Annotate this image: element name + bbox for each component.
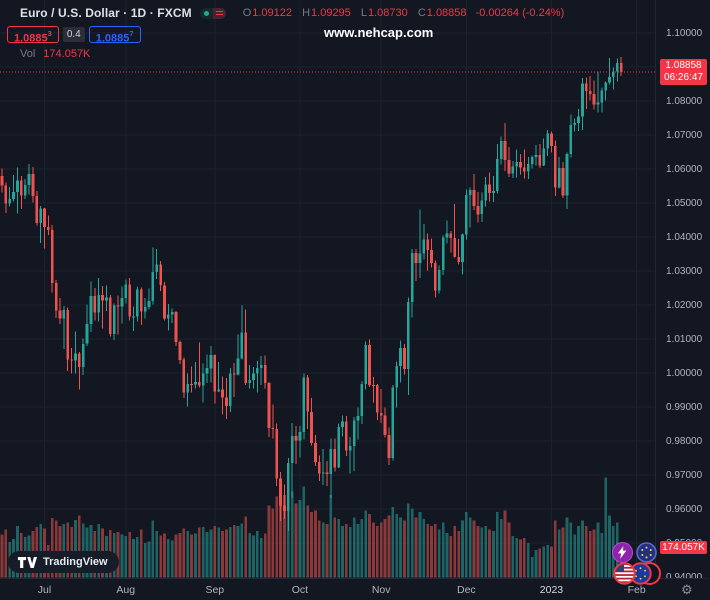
low-value: 1.08730 — [367, 7, 408, 19]
quick-menu-icon — [212, 7, 226, 19]
volume-axis-label: 174.057K — [660, 540, 707, 554]
price-tick: 1.01000 — [666, 333, 703, 345]
close-value: 1.08858 — [426, 7, 467, 19]
price-tick: 0.99000 — [666, 401, 703, 413]
time-tick: Sep — [205, 584, 225, 596]
market-status-indicator[interactable] — [199, 7, 226, 19]
time-tick: Aug — [116, 584, 136, 596]
price-tick: 1.05000 — [666, 197, 703, 209]
price-tick: 0.96000 — [666, 503, 703, 515]
ohlc-values: O1.09122 H1.09295 L1.08730 C1.08858 -0.0… — [236, 7, 565, 19]
gear-icon[interactable]: ⚙ — [681, 582, 693, 597]
close-label: C — [417, 7, 426, 19]
volume-value: 174.057K — [43, 48, 91, 60]
time-axis[interactable]: Jul Aug Sep Oct Nov Dec 2023 Feb ⚙ — [0, 578, 710, 600]
buy-price-button[interactable]: 1.08857 — [88, 26, 141, 45]
chart-header: Euro / U.S. Dollar · 1D · FXCM O1.09122 … — [7, 5, 565, 60]
price-tick: 1.00000 — [666, 367, 703, 379]
market-open-dot-icon — [199, 7, 213, 19]
tradingview-label: TradingView — [43, 556, 108, 568]
price-tick: 0.94000 — [666, 571, 703, 579]
time-tick: Dec — [456, 584, 476, 596]
us-flag-icon[interactable] — [613, 562, 636, 585]
open-label: O — [242, 7, 252, 19]
price-tick: 0.97000 — [666, 469, 703, 481]
time-tick: Jul — [37, 584, 52, 596]
sell-price-button[interactable]: 1.08853 — [7, 26, 59, 45]
eu-event-icon[interactable] — [636, 542, 657, 563]
price-tick: 1.07000 — [666, 129, 703, 141]
high-label: H — [302, 7, 311, 19]
low-label: L — [360, 7, 367, 19]
price-tick: 1.04000 — [666, 231, 703, 243]
price-axis[interactable]: 0.940000.950000.960000.970000.980000.990… — [655, 0, 710, 578]
time-tick: Nov — [371, 584, 391, 596]
price-tick: 1.08000 — [666, 95, 703, 107]
price-tick: 1.10000 — [666, 27, 703, 39]
price-tick: 1.02000 — [666, 299, 703, 311]
price-tick: 1.06000 — [666, 163, 703, 175]
last-price-value: 1.08858 — [665, 59, 702, 71]
spread-value: 0.4 — [62, 27, 85, 42]
change-value: -0.00264 (-0.24%) — [475, 7, 565, 19]
time-tick: Feb — [627, 584, 646, 596]
us-flag — [613, 562, 636, 585]
lightning-icon — [617, 546, 627, 559]
flash-event-icon[interactable] — [612, 542, 633, 563]
watermark: www.nehcap.com — [324, 25, 434, 40]
last-price-label: 1.08858 06:26:47 — [660, 58, 707, 85]
price-tick: 1.03000 — [666, 265, 703, 277]
eu-stars-icon — [636, 542, 657, 563]
high-value: 1.09295 — [311, 7, 351, 19]
symbol-title[interactable]: Euro / U.S. Dollar · 1D · FXCM — [20, 6, 192, 20]
price-tick: 0.98000 — [666, 435, 703, 447]
tradingview-icon — [17, 556, 37, 568]
open-value: 1.09122 — [252, 7, 293, 19]
volume-label: Vol — [20, 48, 36, 60]
tradingview-logo[interactable]: TradingView — [8, 551, 119, 573]
bar-countdown: 06:26:47 — [664, 71, 703, 83]
time-tick: Oct — [291, 584, 309, 596]
time-tick: 2023 — [539, 584, 564, 596]
